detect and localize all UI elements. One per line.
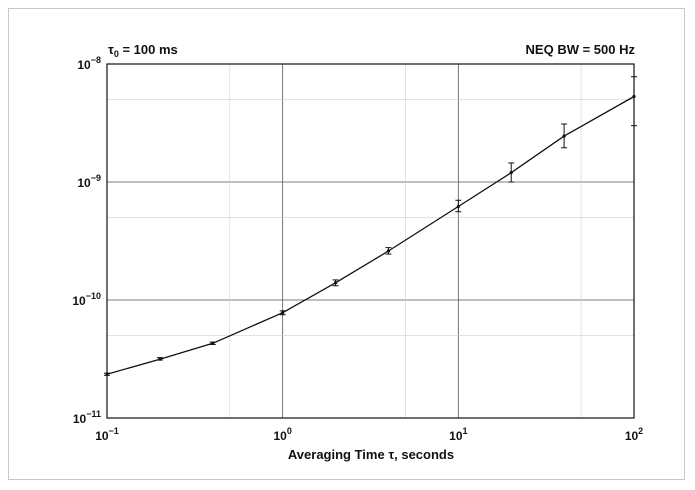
x-tick-exponent: 0 (287, 426, 292, 436)
x-tick-base: 10 (449, 429, 463, 443)
tau0-annotation: τ0 = 100 ms (108, 42, 178, 59)
y-tick-base: 10 (72, 294, 86, 308)
series-line (106, 95, 635, 375)
x-axis-label: Averaging Time τ, seconds (288, 447, 454, 462)
error-bar (631, 76, 637, 127)
chart-frame (8, 8, 685, 480)
data-point (333, 281, 338, 285)
y-tick-exponent: −10 (86, 291, 101, 301)
data-series (104, 76, 637, 376)
y-tick-exponent: −9 (91, 173, 101, 183)
data-point (386, 249, 391, 253)
y-tick-label: 10−11 (73, 409, 101, 426)
x-tick-label: 102 (625, 426, 643, 443)
tau0-symbol: τ (108, 42, 114, 57)
grid-lines (106, 63, 635, 419)
x-tick-label: 10−1 (95, 426, 119, 443)
data-point (632, 94, 636, 99)
y-tick-exponent: −8 (91, 55, 101, 65)
data-point (456, 204, 460, 209)
x-tick-exponent: 1 (463, 426, 468, 436)
tau0-subscript: 0 (114, 49, 119, 59)
y-tick-label: 10−10 (72, 291, 101, 308)
plot-area-border (106, 63, 635, 419)
x-tick-label: 100 (273, 426, 291, 443)
y-tick-exponent: −11 (86, 409, 101, 419)
y-tick-label: 10−9 (77, 173, 101, 190)
x-axis-label-prefix: Averaging Time (288, 447, 388, 462)
x-tick-label: 101 (449, 426, 467, 443)
x-axis-label-symbol: τ (388, 447, 394, 462)
data-point (509, 171, 513, 175)
y-tick-base: 10 (73, 412, 87, 426)
data-point (105, 372, 109, 376)
y-tick-base: 10 (77, 176, 91, 190)
data-point (158, 357, 162, 361)
x-tick-base: 10 (625, 429, 639, 443)
data-point (211, 341, 215, 345)
x-tick-exponent: −1 (109, 426, 119, 436)
x-tick-base: 10 (95, 429, 109, 443)
tau0-value: = 100 ms (119, 42, 178, 57)
x-axis-label-suffix: , seconds (394, 447, 454, 462)
x-tick-exponent: 2 (638, 426, 643, 436)
y-tick-base: 10 (77, 58, 91, 72)
x-axis-ticks: 10−1 100 101 102 (95, 426, 643, 443)
data-point (281, 311, 285, 315)
x-tick-base: 10 (273, 429, 287, 443)
data-point (562, 134, 566, 138)
bandwidth-annotation: NEQ BW = 500 Hz (526, 42, 636, 57)
y-tick-label: 10−8 (77, 55, 101, 72)
